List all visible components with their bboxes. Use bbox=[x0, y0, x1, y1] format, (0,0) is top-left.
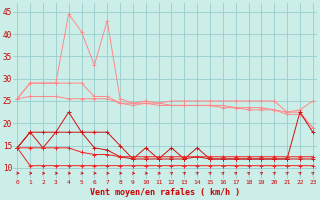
X-axis label: Vent moyen/en rafales ( km/h ): Vent moyen/en rafales ( km/h ) bbox=[90, 188, 240, 197]
